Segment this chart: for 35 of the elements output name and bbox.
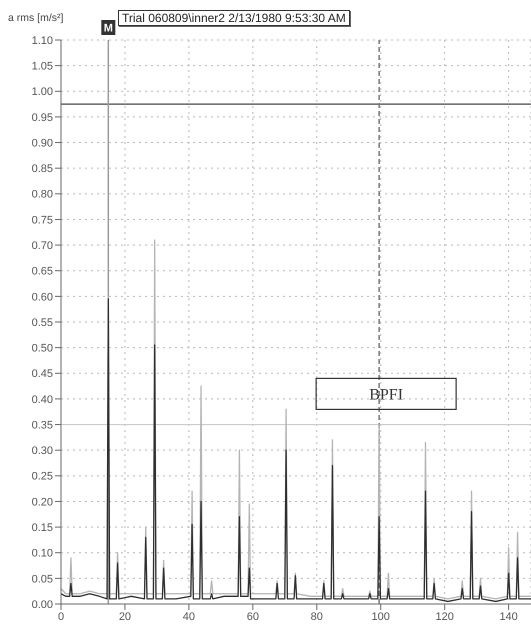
ref-line-label: M <box>104 22 113 34</box>
x-tick-label: 100 <box>372 610 390 623</box>
y-tick-label: 0.65 <box>32 266 53 278</box>
y-tick-label: 0.55 <box>32 316 53 329</box>
y-tick-label: 0.85 <box>32 163 53 176</box>
y-tick-label: 0.30 <box>32 445 53 458</box>
y-tick-label: 0.35 <box>32 419 53 432</box>
y-tick-label: 0.75 <box>32 214 53 226</box>
chart-title: Trial 060809\inner2 2/13/1980 9:53:30 AM <box>118 10 350 26</box>
y-tick-label: 0.60 <box>32 291 53 304</box>
y-tick-label: 0.45 <box>32 368 53 380</box>
y-tick-label: 1.00 <box>32 86 53 98</box>
y-tick-label: 0.95 <box>32 112 53 124</box>
y-tick-label: 0.25 <box>32 470 53 483</box>
y-tick-label: 0.90 <box>32 137 53 150</box>
y-tick-label: 0.15 <box>32 522 53 534</box>
y-tick-label: 0.20 <box>32 496 53 508</box>
x-tick-label: 80 <box>310 610 323 623</box>
y-tick-label: 0.10 <box>32 548 53 560</box>
y-tick-label: 1.10 <box>32 34 53 47</box>
y-tick-label: 0.80 <box>32 188 53 201</box>
y-tick-label: 1.05 <box>32 60 53 73</box>
y-tick-label: 0.70 <box>32 240 53 252</box>
y-tick-label: 0.40 <box>32 394 53 406</box>
y-axis-title: a rms [m/s²] <box>8 12 64 24</box>
x-tick-label: 20 <box>118 610 132 623</box>
y-tick-label: 0.05 <box>32 573 53 586</box>
x-tick-label: 60 <box>246 610 259 623</box>
y-tick-label: 0.00 <box>32 598 53 611</box>
ref-line-label: BPFI <box>369 386 404 404</box>
y-tick-label: 0.50 <box>32 342 53 355</box>
x-tick-label: 140 <box>499 610 518 623</box>
x-tick-label: 120 <box>435 610 454 623</box>
x-tick-label: 0 <box>58 610 64 623</box>
x-tick-label: 40 <box>182 610 196 623</box>
